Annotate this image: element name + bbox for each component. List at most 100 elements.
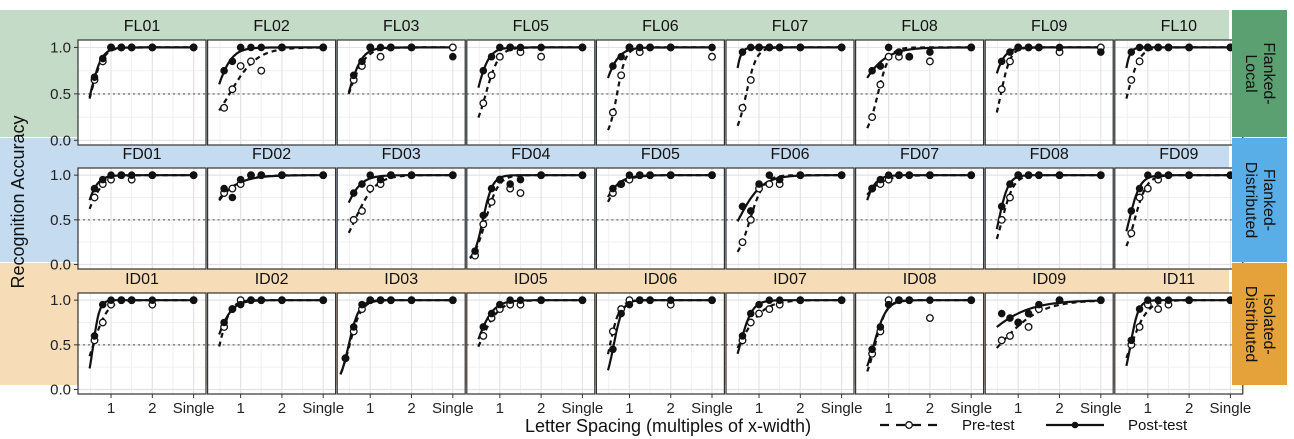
facet-panel: FD03 xyxy=(336,146,466,270)
pre-test-point xyxy=(997,336,1006,345)
pre-test-point xyxy=(1154,305,1163,314)
panel-border xyxy=(77,167,207,270)
post-test-point xyxy=(617,309,625,318)
post-test-curve xyxy=(606,46,714,79)
legend: Pre-test Post-test xyxy=(880,417,1188,434)
post-test-point xyxy=(90,73,99,81)
post-test-point xyxy=(358,57,366,66)
panel-border xyxy=(207,292,337,395)
post-test-point xyxy=(479,211,488,220)
facet-panel: ID07 xyxy=(725,271,855,395)
post-test-point xyxy=(796,43,805,52)
pre-test-point xyxy=(925,57,934,66)
facet-panel: FL05 xyxy=(466,18,596,146)
post-test-point xyxy=(646,296,654,304)
post-test-point xyxy=(366,171,375,179)
post-test-curve xyxy=(995,46,1103,74)
facet-panel: FD04 xyxy=(466,146,596,270)
facet-panel: FL07 xyxy=(725,18,855,146)
panel-border xyxy=(207,167,337,270)
post-test-point xyxy=(471,247,479,255)
post-test-point xyxy=(609,345,617,354)
post-test-point xyxy=(387,43,395,52)
post-test-point xyxy=(755,300,763,309)
post-test-point xyxy=(319,171,328,179)
panel-border xyxy=(854,167,985,270)
post-test-point xyxy=(148,43,157,52)
post-test-point xyxy=(708,43,716,52)
pre-test-point xyxy=(257,66,266,75)
post-test-point xyxy=(837,171,846,179)
panel-background xyxy=(466,40,595,145)
post-test-point xyxy=(997,309,1006,318)
panel-background xyxy=(855,293,984,394)
post-test-point xyxy=(487,52,496,61)
pre-test-point xyxy=(755,309,763,318)
post-test-point xyxy=(884,171,893,179)
panel-title: FL07 xyxy=(772,18,809,35)
post-test-curve xyxy=(477,46,585,88)
post-test-point xyxy=(708,171,716,179)
post-test-point xyxy=(90,332,99,340)
post-test-point xyxy=(1035,43,1043,52)
post-test-point xyxy=(755,180,763,188)
post-test-point xyxy=(148,171,157,179)
post-test-point xyxy=(107,296,115,304)
pre-test-point xyxy=(487,71,496,80)
post-test-point xyxy=(967,296,976,304)
x-axis-title: Letter Spacing (multiples of x-width) xyxy=(525,416,811,436)
post-test-point xyxy=(537,296,545,304)
post-test-point xyxy=(107,171,115,179)
row-strip: Isolated-Distributed xyxy=(1232,263,1287,385)
pre-test-point xyxy=(479,220,488,229)
post-test-point xyxy=(646,171,654,179)
pre-test-point xyxy=(868,113,877,122)
x-tick-label: 1 xyxy=(236,400,244,417)
panel-background xyxy=(985,293,1114,394)
post-test-point xyxy=(1014,318,1023,327)
post-test-point xyxy=(765,43,774,52)
panel-title: ID09 xyxy=(1032,271,1066,288)
facet-panel: ID01 xyxy=(77,271,207,395)
panel-background xyxy=(855,40,984,145)
facet-panel: ID09 xyxy=(984,271,1114,395)
panel-background xyxy=(985,40,1114,145)
post-test-point xyxy=(967,171,976,179)
post-test-point xyxy=(387,171,395,179)
post-test-point xyxy=(1014,171,1023,179)
post-test-point xyxy=(376,175,385,184)
post-test-point xyxy=(189,43,198,52)
post-test-curve xyxy=(347,174,455,204)
facet-panel: FL10 xyxy=(1114,18,1244,146)
pre-test-point xyxy=(1127,229,1136,238)
panel-title: FD07 xyxy=(900,146,939,163)
x-tick-label: 1 xyxy=(625,400,633,417)
x-tick-label: Single xyxy=(1080,400,1122,417)
post-test-point xyxy=(247,43,255,52)
pre-test-point xyxy=(247,57,255,66)
post-test-point xyxy=(257,171,266,179)
facet-panel: ID03 xyxy=(336,271,466,395)
post-test-point xyxy=(257,43,266,52)
pre-test-point xyxy=(876,80,885,89)
post-test-point xyxy=(708,296,716,304)
pre-test-point xyxy=(537,52,546,61)
post-test-point xyxy=(189,296,198,304)
post-test-point xyxy=(1154,43,1162,52)
post-test-point xyxy=(578,171,587,179)
panel-title: FD01 xyxy=(122,146,161,163)
panel-title: ID02 xyxy=(255,271,289,288)
post-test-point xyxy=(449,296,457,304)
panel-border xyxy=(77,292,207,395)
facet-panel: ID06 xyxy=(595,271,726,395)
post-test-point xyxy=(1135,184,1144,193)
post-test-point xyxy=(349,189,358,197)
pre-test-point xyxy=(358,206,366,215)
post-test-point xyxy=(1185,43,1193,52)
post-test-point xyxy=(755,43,763,52)
post-test-point xyxy=(1055,43,1064,52)
post-test-point xyxy=(1185,171,1193,179)
post-test-point xyxy=(1164,296,1173,304)
pre-test-point xyxy=(366,184,375,193)
